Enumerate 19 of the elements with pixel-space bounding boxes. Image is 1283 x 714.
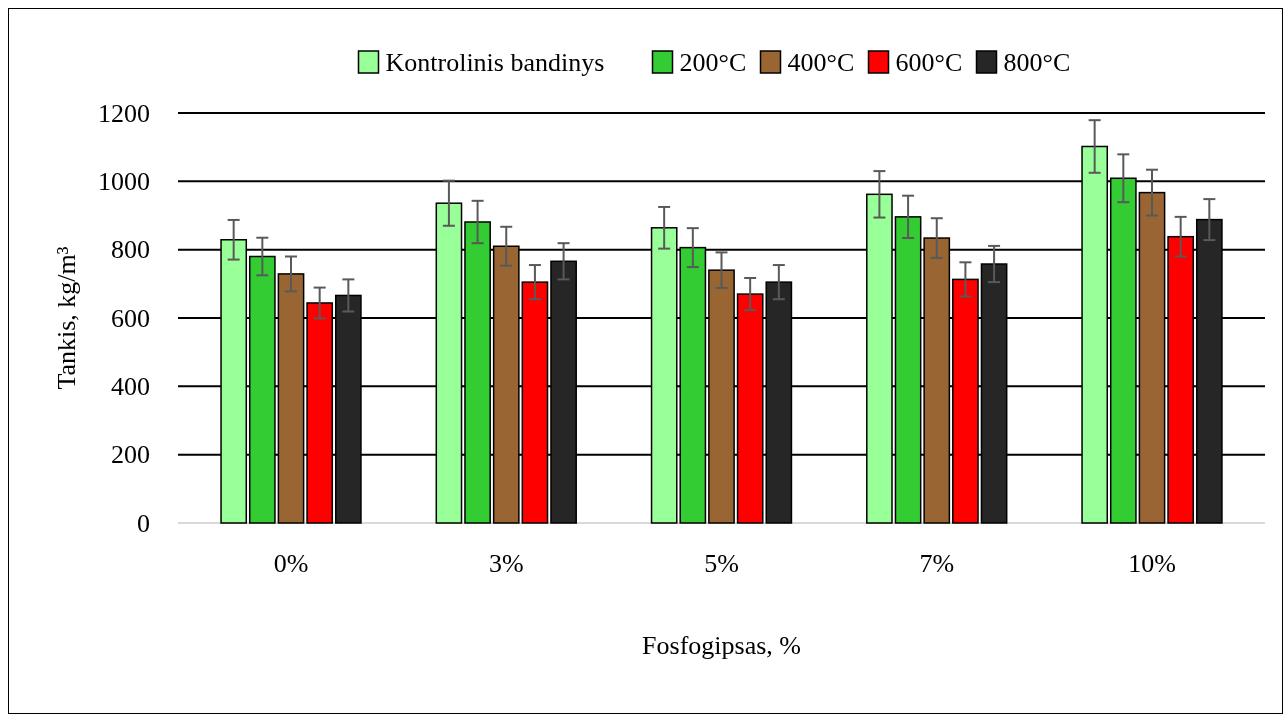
x-tick-label: 0% bbox=[273, 548, 309, 578]
legend-label: 200°C bbox=[679, 47, 747, 77]
legend-label: 800°C bbox=[1003, 47, 1071, 77]
x-tick-label: 10% bbox=[1128, 548, 1176, 578]
y-tick-label: 1200 bbox=[98, 98, 150, 128]
x-tick-label: 3% bbox=[488, 548, 524, 578]
y-tick-label: 200 bbox=[111, 440, 150, 470]
y-axis-title: Tankis, kg/m³ bbox=[51, 246, 81, 390]
legend-label: 400°C bbox=[787, 47, 855, 77]
x-axis-title: Fosfogipsas, % bbox=[642, 630, 801, 660]
y-tick-label: 0 bbox=[137, 508, 150, 538]
legend-label: 600°C bbox=[895, 47, 963, 77]
x-tick-label: 5% bbox=[704, 548, 739, 578]
y-tick-label: 600 bbox=[111, 303, 150, 333]
x-tick-label: 7% bbox=[919, 548, 955, 578]
legend-label: Kontrolinis bandinys bbox=[385, 47, 605, 77]
y-tick-label: 800 bbox=[111, 235, 150, 265]
y-tick-label: 400 bbox=[111, 371, 150, 401]
y-tick-label: 1000 bbox=[98, 166, 150, 196]
